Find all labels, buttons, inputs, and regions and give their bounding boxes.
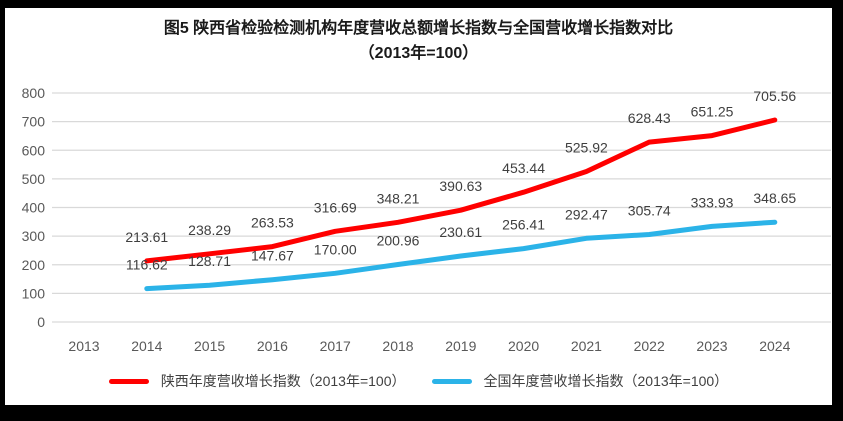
shaanxi-data-label: 238.29 bbox=[188, 222, 231, 238]
shaanxi-data-label: 628.43 bbox=[628, 110, 671, 126]
shaanxi-data-label: 525.92 bbox=[565, 139, 608, 155]
national-data-label: 147.67 bbox=[251, 248, 294, 264]
x-axis-tick-label: 2023 bbox=[696, 338, 727, 354]
shaanxi-line-swatch bbox=[108, 378, 149, 384]
y-axis-tick-label: 0 bbox=[37, 314, 45, 330]
legend-item-shaanxi: 陕西年度营收增长指数（2013年=100） bbox=[108, 371, 406, 391]
national-data-label: 333.93 bbox=[691, 194, 734, 210]
national-data-label: 292.47 bbox=[565, 206, 608, 222]
legend-label-national: 全国年度营收增长指数（2013年=100） bbox=[483, 373, 729, 389]
national-data-label: 256.41 bbox=[502, 217, 545, 233]
chart-title-line1: 图5 陕西省检验检测机构年度营收总额增长指数与全国营收增长指数对比 bbox=[163, 20, 674, 37]
x-axis-tick-label: 2013 bbox=[68, 338, 99, 354]
national-data-label: 305.74 bbox=[628, 202, 671, 218]
national-data-label: 170.00 bbox=[314, 241, 357, 257]
x-axis-tick-label: 2018 bbox=[382, 338, 413, 354]
y-axis-tick-label: 500 bbox=[22, 171, 46, 187]
chart-title: 图5 陕西省检验检测机构年度营收总额增长指数与全国营收增长指数对比 （2013年… bbox=[5, 16, 832, 66]
x-axis-tick-label: 2021 bbox=[571, 338, 602, 354]
national-data-label: 230.61 bbox=[439, 224, 482, 240]
x-axis-tick-label: 2024 bbox=[759, 338, 790, 354]
y-axis-tick-label: 700 bbox=[22, 114, 46, 130]
chart-canvas bbox=[5, 8, 832, 405]
national-data-label: 348.65 bbox=[753, 190, 796, 206]
shaanxi-data-label: 390.63 bbox=[439, 178, 482, 194]
y-axis-tick-label: 100 bbox=[22, 285, 46, 301]
legend: 陕西年度营收增长指数（2013年=100） 全国年度营收增长指数（2013年=1… bbox=[5, 371, 832, 391]
national-data-label: 116.62 bbox=[126, 257, 168, 273]
legend-item-national: 全国年度营收增长指数（2013年=100） bbox=[431, 371, 729, 391]
y-axis-tick-label: 800 bbox=[22, 85, 46, 101]
x-axis-tick-label: 2016 bbox=[257, 338, 288, 354]
national-data-label: 200.96 bbox=[377, 232, 420, 248]
y-axis-tick-label: 600 bbox=[22, 142, 46, 158]
shaanxi-data-label: 348.21 bbox=[377, 190, 420, 206]
national-data-label: 128.71 bbox=[188, 253, 231, 269]
x-axis-tick-label: 2022 bbox=[634, 338, 665, 354]
x-axis-tick-label: 2014 bbox=[131, 338, 162, 354]
x-axis-tick-label: 2020 bbox=[508, 338, 539, 354]
x-axis-tick-label: 2015 bbox=[194, 338, 225, 354]
y-axis-tick-label: 200 bbox=[22, 257, 46, 273]
national-line-swatch bbox=[431, 378, 472, 384]
shaanxi-data-label: 213.61 bbox=[125, 229, 168, 245]
x-axis-tick-label: 2019 bbox=[445, 338, 476, 354]
shaanxi-data-label: 453.44 bbox=[502, 160, 545, 176]
y-axis-tick-label: 300 bbox=[22, 228, 46, 244]
national-series-line bbox=[144, 219, 778, 292]
chart-title-line2: （2013年=100） bbox=[358, 45, 479, 62]
shaanxi-data-label: 316.69 bbox=[314, 199, 357, 215]
shaanxi-data-label: 263.53 bbox=[251, 215, 294, 231]
legend-label-shaanxi: 陕西年度营收增长指数（2013年=100） bbox=[160, 373, 406, 389]
shaanxi-series-line bbox=[144, 117, 778, 264]
shaanxi-data-label: 651.25 bbox=[691, 104, 734, 120]
y-axis-tick-label: 400 bbox=[22, 200, 46, 216]
x-axis-tick-label: 2017 bbox=[320, 338, 351, 354]
shaanxi-data-label: 705.56 bbox=[753, 88, 796, 104]
